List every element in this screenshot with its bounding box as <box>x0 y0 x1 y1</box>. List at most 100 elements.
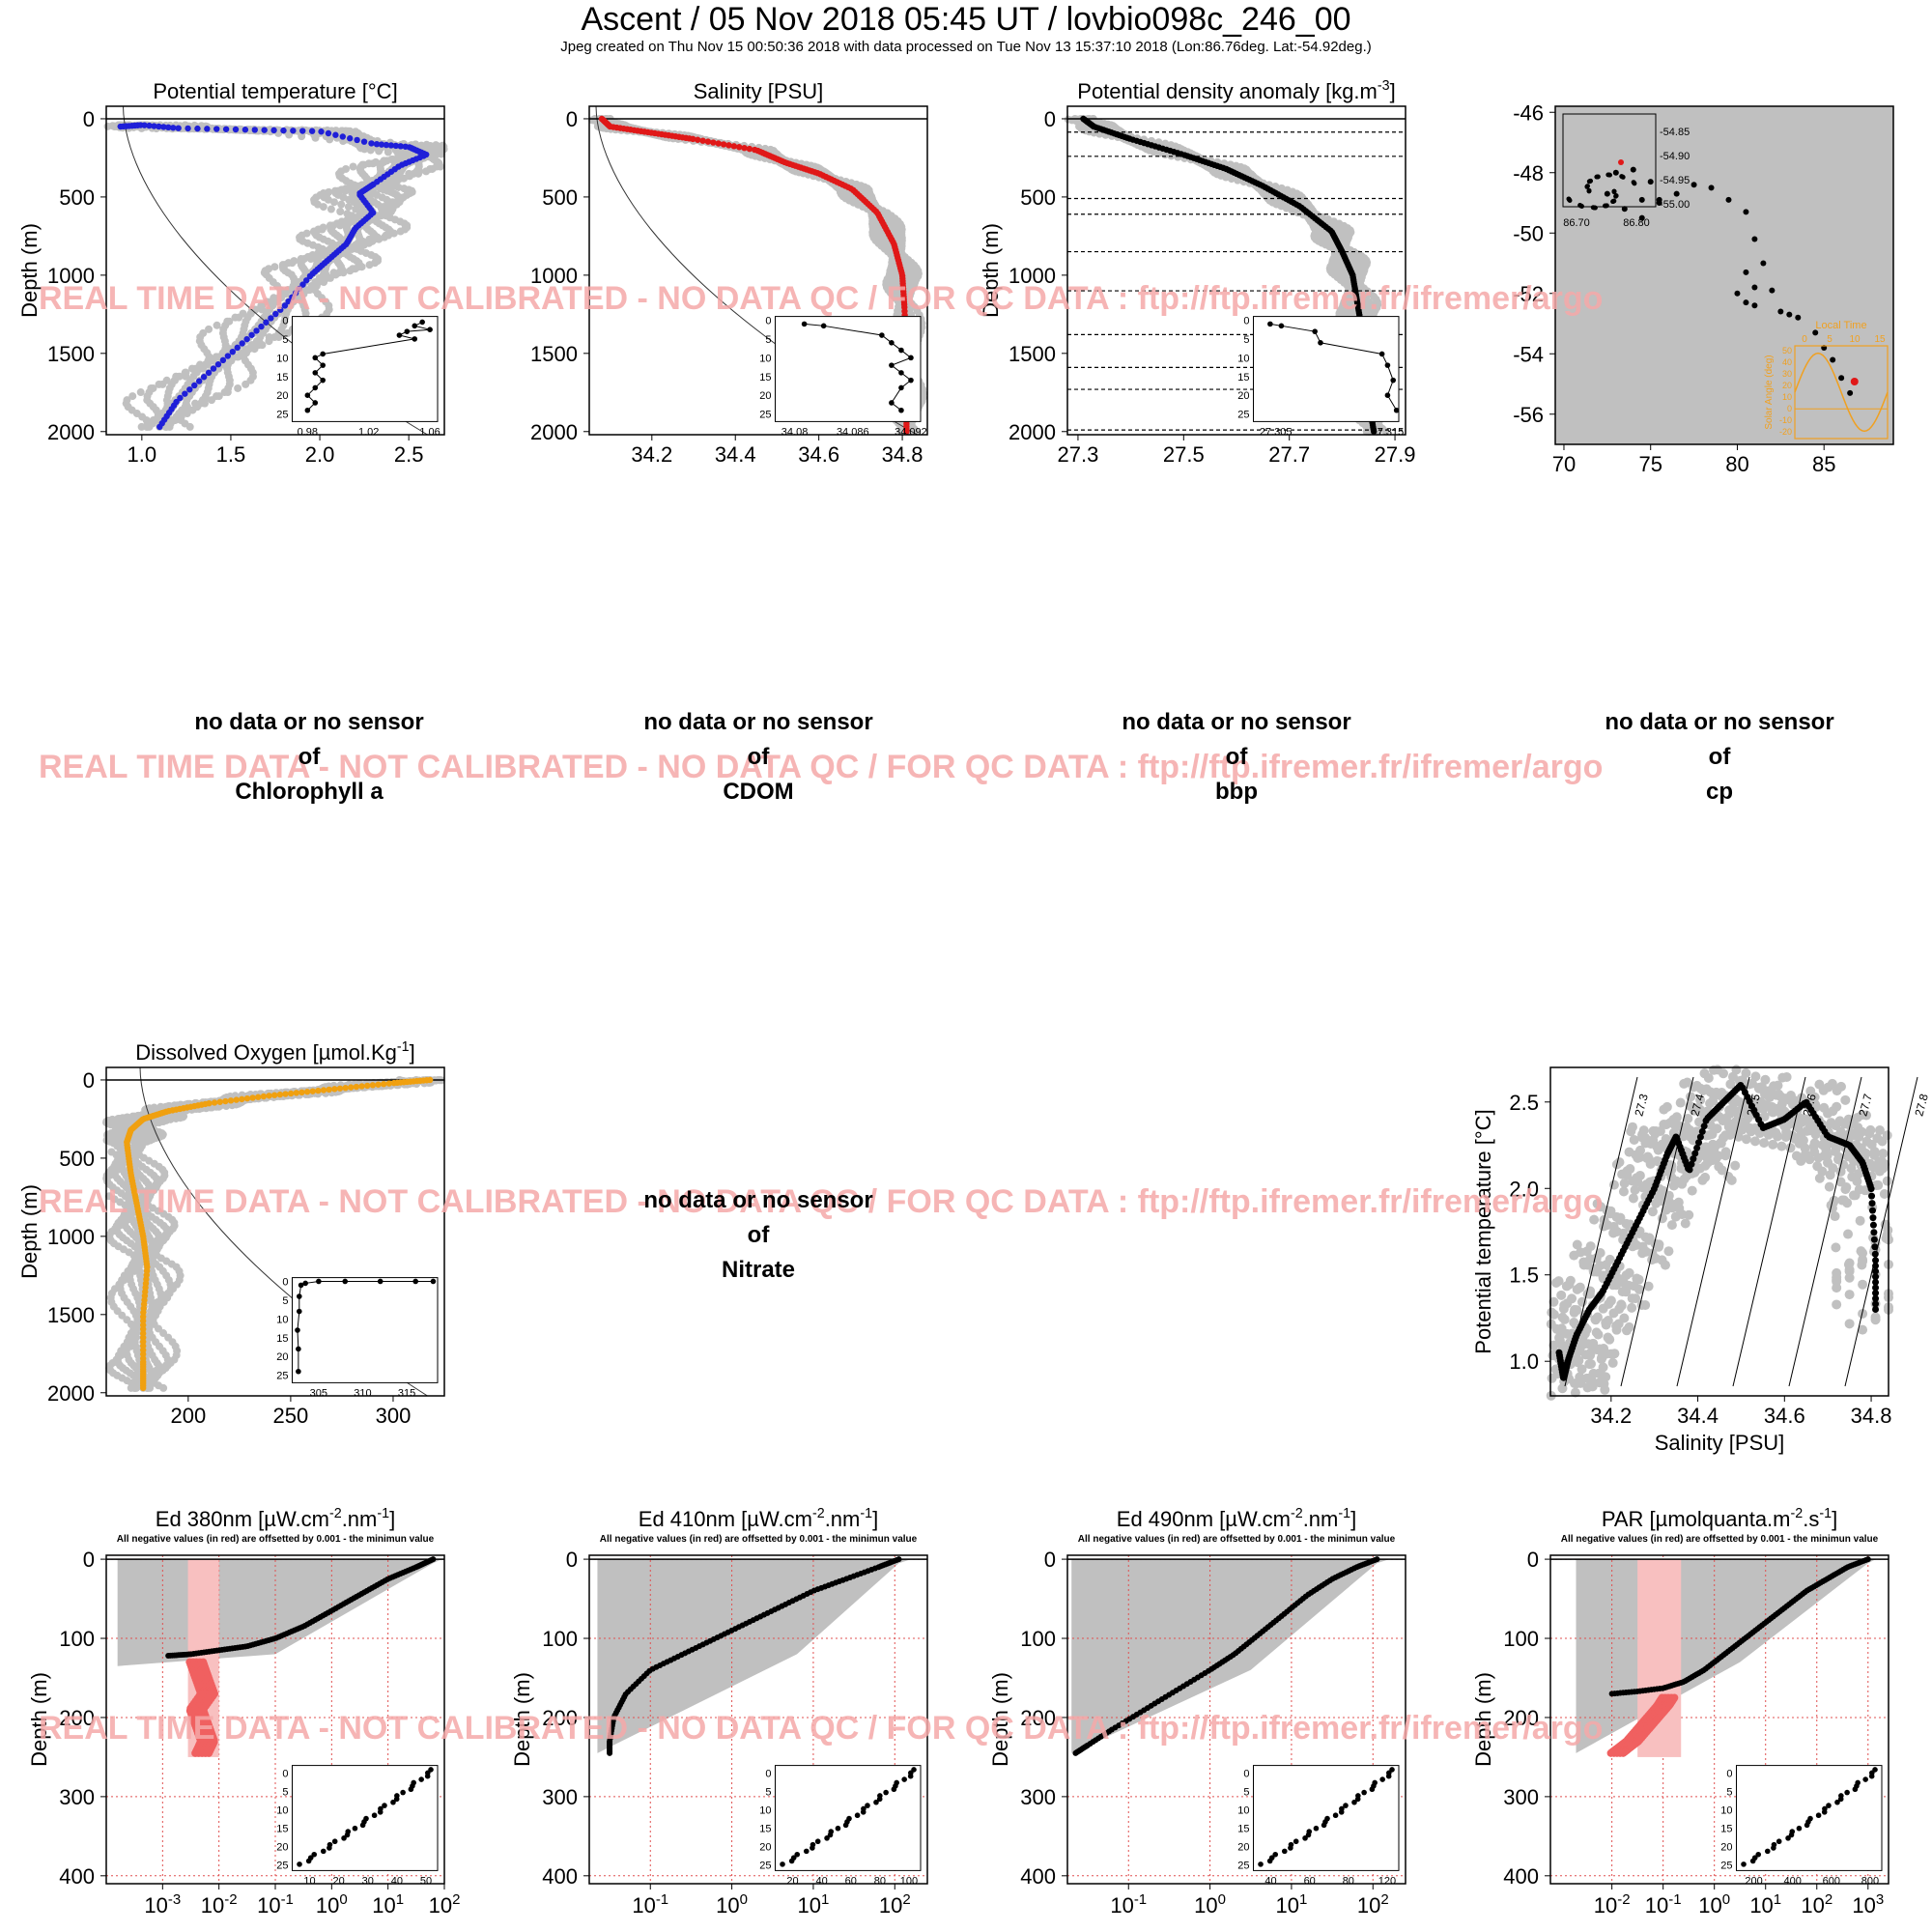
inset-point <box>898 407 904 413</box>
inset-point <box>312 384 319 391</box>
inset-x-tick-label: 1.02 <box>358 426 379 438</box>
profile-point <box>695 136 701 143</box>
profile-point <box>191 382 198 389</box>
profile-point <box>699 137 706 144</box>
profile-point <box>222 126 230 132</box>
profile-point <box>205 369 213 377</box>
inset-y-tick-label: 15 <box>1237 372 1249 384</box>
x-tick-label: 27.7 <box>1268 442 1310 467</box>
historical-point <box>375 147 384 156</box>
trajectory-point <box>1760 260 1767 267</box>
inset-y-tick-label: 25 <box>759 410 771 421</box>
historical-point <box>143 422 152 431</box>
trajectory-point <box>1604 190 1610 197</box>
profile-point <box>704 138 712 145</box>
inset-point <box>412 336 418 342</box>
x-tick-label: 2.5 <box>394 442 424 467</box>
historical-point <box>223 388 232 397</box>
inset-point <box>1312 328 1318 334</box>
x-tick-label: 34.2 <box>631 442 672 467</box>
profile-point <box>299 128 306 134</box>
profile-point <box>360 138 368 145</box>
inset-y-tick-label: 0 <box>765 315 771 327</box>
historical-point <box>311 133 320 142</box>
profile-point <box>725 142 732 149</box>
y-tick-label: 1500 <box>530 342 578 366</box>
inset-frame <box>292 316 439 422</box>
inset-y-tick-label: 15 <box>759 372 771 384</box>
historical-point <box>384 148 392 156</box>
x-tick-label: 1.0 <box>128 442 157 467</box>
inset-point <box>312 355 319 361</box>
historical-point <box>326 135 334 144</box>
profile-point <box>232 126 240 133</box>
inset-point <box>304 392 311 399</box>
profile-point <box>242 127 249 133</box>
profile-point <box>219 356 227 364</box>
inset-y-tick-label: 20 <box>1237 390 1249 402</box>
profile-point <box>746 145 753 153</box>
inset-point <box>1278 323 1285 329</box>
inset-y-tick-label: 20 <box>759 390 771 402</box>
profile-point <box>318 128 325 135</box>
historical-point <box>213 321 221 329</box>
profile-point <box>229 348 237 355</box>
inset-y-tick-label: 0 <box>1243 315 1249 327</box>
historical-point <box>327 205 335 213</box>
historical-point <box>265 337 273 346</box>
y-tick-label: 2000 <box>1009 420 1056 444</box>
historical-point <box>422 167 431 176</box>
inset-point <box>1378 351 1385 357</box>
profile-point <box>261 127 268 133</box>
chart-title: Salinity [PSU] <box>694 79 824 103</box>
inset-point <box>1318 340 1323 346</box>
profile-point <box>170 125 177 131</box>
historical-point <box>185 422 194 431</box>
x-tick-label: 34.6 <box>798 442 839 467</box>
historical-point <box>208 396 216 405</box>
inset-x-tick-label: 1.06 <box>419 426 440 438</box>
historical-point <box>366 146 375 155</box>
page-subtitle: Jpeg created on Thu Nov 15 00:50:36 2018… <box>560 39 1372 55</box>
inset-point <box>1390 377 1397 384</box>
inset-x-tick-label: 27.305 <box>1260 426 1293 438</box>
x-tick-label: 27.3 <box>1058 442 1099 467</box>
inset-x-tick-label: 34.08 <box>781 426 809 438</box>
inset-point <box>1267 321 1273 327</box>
panel-salinity: 34.2 34.4 34.6 34.80500100015002000Salinity… <box>530 79 928 467</box>
profile-point <box>741 144 748 152</box>
profile-point <box>200 374 208 381</box>
profile-point <box>156 423 163 431</box>
inset-point <box>1384 362 1391 368</box>
inset-x-tick-label: 34.092 <box>895 426 927 438</box>
historical-point <box>344 203 353 212</box>
chart-title: Potential density anomaly [kg.m-3] <box>1077 78 1395 103</box>
profile-point <box>182 390 188 397</box>
inset-point <box>320 351 326 357</box>
profile-point <box>224 353 232 359</box>
profile-point <box>270 127 277 134</box>
inset-point <box>908 377 914 384</box>
inset-point <box>1393 407 1400 413</box>
inset-point <box>889 340 895 346</box>
x-tick-label: 1.5 <box>216 442 246 467</box>
inset-point <box>427 327 433 333</box>
profile-point <box>251 127 258 133</box>
profile-point <box>715 140 722 147</box>
inset-point <box>801 321 808 327</box>
profile-point <box>204 126 211 132</box>
profile-point <box>186 386 193 393</box>
inset-point <box>320 377 326 384</box>
inset-point <box>898 384 904 391</box>
inset-y-tick-label: 25 <box>276 410 288 421</box>
y-tick-label: 500 <box>1020 185 1056 210</box>
inset-y-tick-label: 5 <box>765 334 771 346</box>
trajectory-point <box>1638 196 1645 203</box>
trajectory-point <box>1690 182 1697 188</box>
historical-point <box>349 162 357 171</box>
inset-y-tick-label: 10 <box>759 353 771 364</box>
inset-point <box>419 319 425 326</box>
